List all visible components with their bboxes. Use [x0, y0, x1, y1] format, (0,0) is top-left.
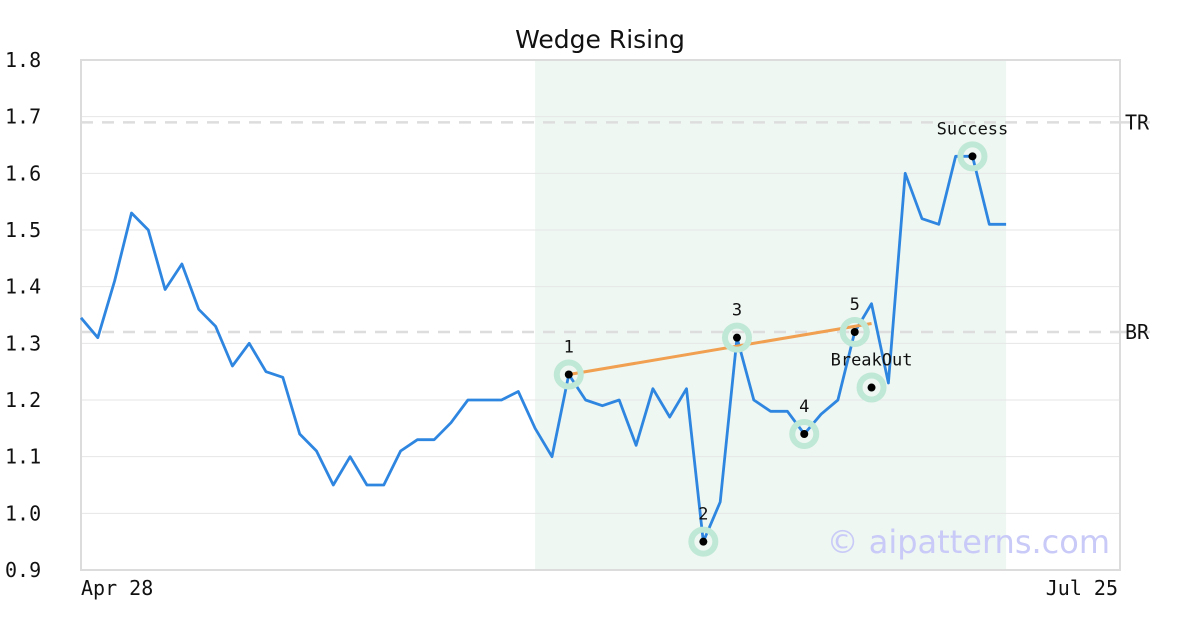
- point-label: BreakOut: [831, 351, 913, 371]
- point-label: Success: [937, 119, 1009, 139]
- y-tick-label: 1.4: [5, 275, 41, 299]
- pattern-region: [535, 60, 1007, 570]
- point-marker: [732, 333, 741, 342]
- watermark: © aipatterns.com: [827, 523, 1110, 561]
- point-marker: [850, 328, 859, 336]
- y-tick-label: 1.0: [5, 501, 41, 525]
- point-label: 1: [564, 338, 574, 358]
- plot-area: 0.9 1.0 1.1 1.2 1.3 1.4 1.5 1.6 1.7 1.8 TR BR Apr 28…: [5, 48, 1150, 600]
- y-tick-label: 1.5: [5, 218, 41, 242]
- y-tick-label: 1.8: [5, 48, 41, 72]
- point-marker: [867, 383, 876, 392]
- reference-line-label: BR: [1125, 320, 1150, 344]
- point-marker-ring: [957, 141, 988, 172]
- point-label: 5: [850, 295, 860, 315]
- point-marker-ring: [553, 359, 584, 390]
- wedge-trendline: [568, 322, 872, 376]
- point-label: 3: [732, 301, 742, 321]
- point-marker-ring: [688, 526, 719, 557]
- point-marker-ring: [856, 372, 887, 403]
- plot-frame: [80, 59, 1121, 571]
- y-tick-label: 0.9: [5, 558, 41, 582]
- chart-title: Wedge Rising: [515, 25, 685, 54]
- x-tick-label: Jul 25: [1046, 576, 1118, 600]
- point-marker: [564, 370, 573, 379]
- point-marker: [800, 430, 809, 438]
- y-tick-label: 1.1: [5, 445, 41, 469]
- reference-line-label: TR: [1125, 110, 1150, 134]
- point-marker-ring: [839, 317, 870, 347]
- y-tick-label: 1.2: [5, 388, 41, 412]
- point-label: 2: [698, 505, 708, 525]
- point-marker: [968, 152, 977, 161]
- y-tick-label: 1.6: [5, 161, 41, 185]
- x-tick-label: Apr 28: [81, 576, 153, 600]
- point-marker-ring: [789, 419, 820, 449]
- y-tick-label: 1.3: [5, 331, 41, 355]
- point-label: 4: [799, 397, 809, 417]
- point-marker-ring: [721, 322, 752, 353]
- point-marker: [699, 537, 708, 546]
- y-tick-label: 1.7: [5, 105, 41, 129]
